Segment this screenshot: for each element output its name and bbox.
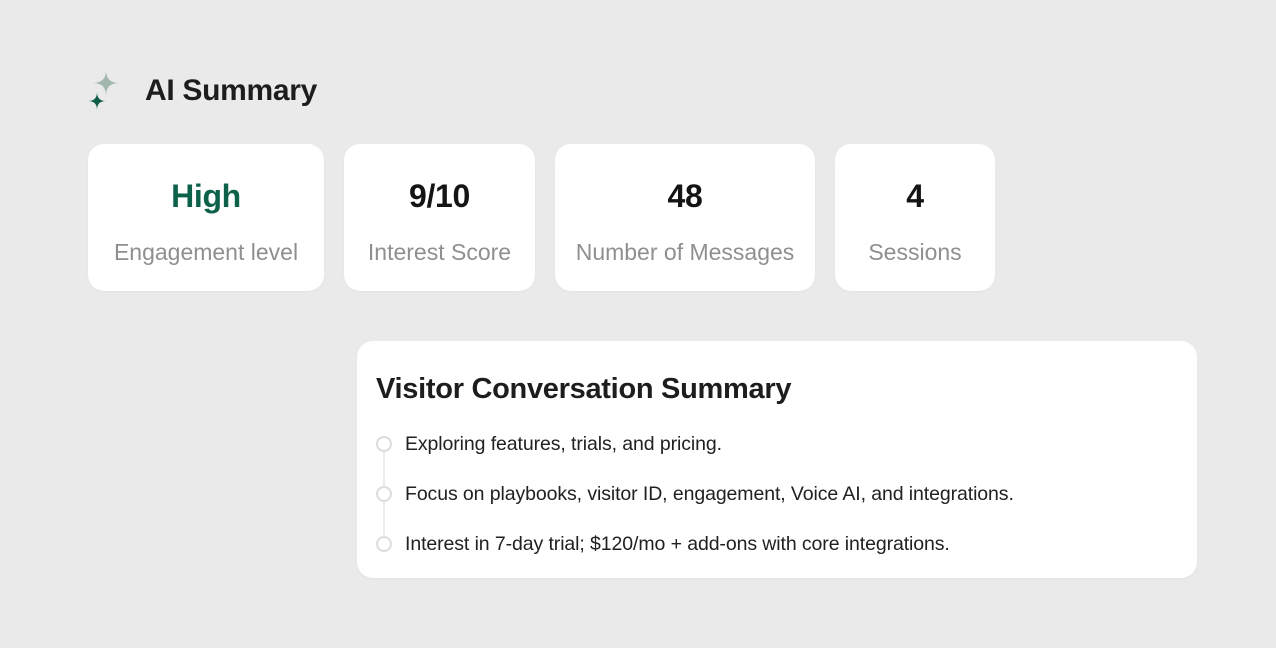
stat-value-engagement-level: High xyxy=(171,178,241,214)
stat-card-engagement-level: High Engagement level xyxy=(88,144,324,291)
sparkle-large-star xyxy=(93,70,119,96)
list-item: Interest in 7-day trial; $120/mo + add-o… xyxy=(376,530,1157,558)
stat-card-number-of-messages: 48 Number of Messages xyxy=(555,144,815,291)
stat-card-sessions: 4 Sessions xyxy=(835,144,995,291)
bullet-circle-icon xyxy=(376,436,392,452)
sparkle-small-star xyxy=(88,92,106,110)
bullet-circle-icon xyxy=(376,486,392,502)
bullet-text: Interest in 7-day trial; $120/mo + add-o… xyxy=(405,533,950,555)
summary-bullet-list: Exploring features, trials, and pricing.… xyxy=(376,430,1157,558)
ai-summary-header: AI Summary xyxy=(88,69,317,113)
stat-label-sessions: Sessions xyxy=(868,239,962,265)
stat-value-interest-score: 9/10 xyxy=(408,178,470,214)
page-title: AI Summary xyxy=(145,74,318,107)
bullet-text: Exploring features, trials, and pricing. xyxy=(405,433,722,455)
list-item: Exploring features, trials, and pricing. xyxy=(376,430,1157,458)
stats-row: High Engagement level 9/10 Interest Scor… xyxy=(88,144,995,291)
stat-card-interest-score: 9/10 Interest Score xyxy=(344,144,535,291)
summary-title: Visitor Conversation Summary xyxy=(376,373,792,405)
list-item: Focus on playbooks, visitor ID, engageme… xyxy=(376,480,1157,508)
stat-value-sessions: 4 xyxy=(906,178,924,214)
visitor-conversation-summary-card: Visitor Conversation Summary Exploring f… xyxy=(357,341,1197,578)
stat-label-interest-score: Interest Score xyxy=(367,239,512,265)
stat-label-engagement-level: Engagement level xyxy=(113,239,299,265)
sparkle-icon xyxy=(88,70,119,110)
bullet-text: Focus on playbooks, visitor ID, engageme… xyxy=(405,483,1014,505)
stat-value-number-of-messages: 48 xyxy=(667,178,703,214)
bullet-circle-icon xyxy=(376,536,392,552)
stat-label-number-of-messages: Number of Messages xyxy=(575,239,795,265)
